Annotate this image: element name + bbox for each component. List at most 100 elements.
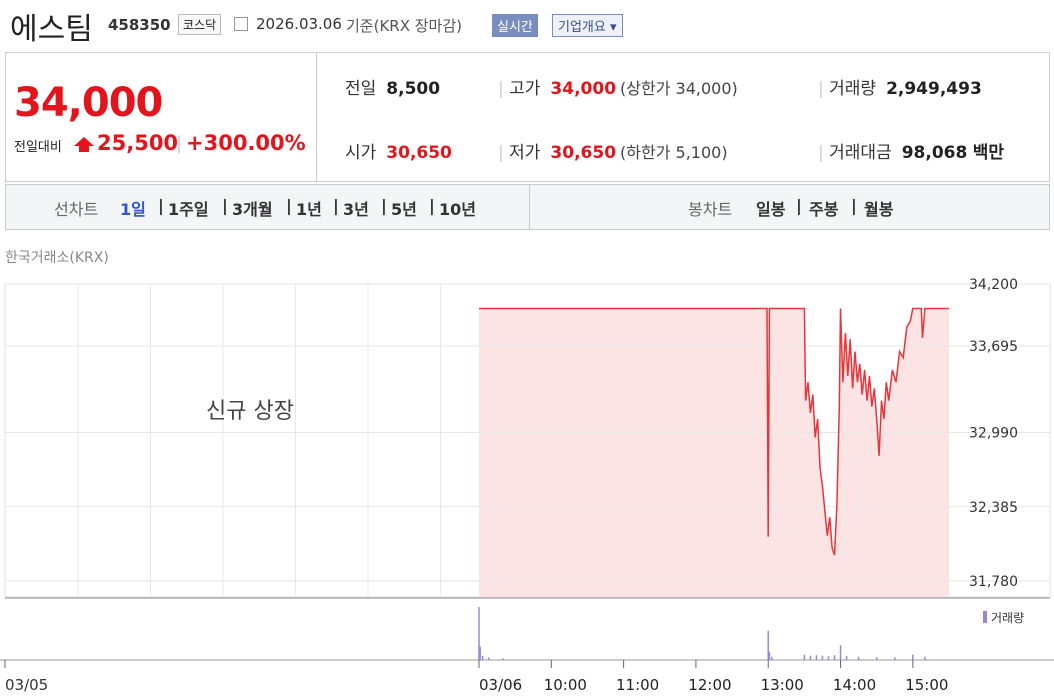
overview-button[interactable]: 기업개요 ▾ [552,14,623,37]
separator: | [851,196,857,215]
source: 한국거래소(KRX) [5,250,109,266]
separator: | [222,196,228,215]
stat-label: 고가 [509,79,541,99]
period-tab[interactable]: 3개월 [232,200,273,219]
up-arrow-stem [79,146,89,152]
stat-value: 34,000 [550,79,617,99]
stat: | 거래량 2,949,493 [818,79,982,99]
stat: | 거래대금 98,068 백만 [818,143,1004,163]
volume-bar [803,654,806,660]
stock-code: 458350 [108,16,171,34]
stat: 전일 8,500 [345,74,440,99]
x-tick-label: 14:00 [833,676,876,694]
separator: | [796,196,802,215]
separator: | [158,196,164,215]
volume-bar [924,656,926,660]
volume-legend: 거래량 [991,611,1024,625]
volume-bar [839,645,842,660]
volume-bar [771,656,773,660]
change-label: 전일대비 [14,140,62,155]
stat-note: (상한가 34,000) [620,79,738,98]
price-line [479,307,949,556]
candle-tab[interactable]: 주봉 [809,200,839,219]
volume-legend-swatch [983,611,987,623]
x-tick-label: 03/05 [5,676,48,694]
volume-bar [481,655,484,660]
volume-bar [833,655,836,660]
up-arrow [74,137,94,146]
market-badge: 코스닥 [178,14,222,35]
overview-label: 기업개요 [558,20,606,35]
x-tick-label: 15:00 [905,676,948,694]
volume-bar [912,654,914,660]
y-tick-label: 32,990 [969,426,1018,442]
volume-bar [767,630,769,660]
stat: | 고가 34,000 (상한가 34,000) [498,79,738,99]
separator: | [286,196,292,215]
tab-group-label: 선차트 [54,200,99,219]
y-tick-label: 32,385 [969,500,1018,516]
price-box [5,52,317,182]
candle-tab[interactable]: 월봉 [864,200,894,219]
period-tab[interactable]: 5년 [391,200,417,219]
volume-bar [827,656,830,660]
stat-value: 30,650 [386,143,452,163]
change: 25,500 [97,131,179,155]
y-tick-label: 31,780 [969,574,1018,590]
x-tick-label: 10:00 [544,676,587,694]
calendar-icon [234,17,248,31]
period-tab[interactable]: 1주일 [168,200,209,219]
separator: | [176,133,183,154]
stat-label: 저가 [509,143,541,163]
separator: | [381,196,387,215]
x-tick-label: 11:00 [616,676,659,694]
y-tick-label: 33,695 [969,339,1018,355]
stat-value: 30,650 [550,143,617,163]
volume-bar [809,655,812,660]
stat: 시가 30,650 [345,138,452,163]
period-tab[interactable]: 3년 [343,200,369,219]
separator: | [333,196,339,215]
stat-unit: 백만 [972,143,1004,163]
volume-bar [894,657,896,660]
volume-bar [821,655,824,660]
stock-name: 에스팀 [10,12,93,47]
tab-group-label: 봉차트 [688,200,733,219]
candle-tab[interactable]: 일봉 [756,200,786,219]
period-tab[interactable]: 1일 [120,200,146,219]
price: 34,000 [14,80,163,126]
realtime-button[interactable]: 실시간 [492,14,538,37]
separator: | [429,196,435,215]
volume-bar [768,652,771,660]
change-pct: +300.00% [186,131,306,155]
volume-bar [502,658,504,660]
tab-divider [529,184,530,230]
volume-bar [487,657,490,660]
volume-bar [479,646,481,660]
stat-value: 98,068 [901,143,968,163]
x-tick-label: 13:00 [761,676,804,694]
stat: | 저가 30,650 (하한가 5,100) [498,143,728,163]
stat-label: 거래대금 [829,143,892,163]
tab-bar [5,184,1050,230]
stat-label: 시가 [345,143,377,163]
y-tick-label: 34,200 [969,277,1018,293]
price-area [479,308,949,597]
basis: 기준(KRX 장마감) [346,17,463,35]
stat-value: 8,500 [386,79,441,99]
volume-bar [875,657,878,660]
volume-bar [478,607,480,660]
annotation: 신규 상장 [206,399,294,424]
stat-label: 거래량 [829,79,877,99]
volume-bar [857,656,860,660]
stat-value: 2,949,493 [886,79,982,99]
period-tab[interactable]: 10년 [439,200,476,219]
volume-bar [815,655,818,660]
period-tab[interactable]: 1년 [296,200,322,219]
x-tick-label: 03/06 [479,676,522,694]
stat-note: (하한가 5,100) [620,143,728,162]
date: 2026.03.06 [256,15,342,33]
